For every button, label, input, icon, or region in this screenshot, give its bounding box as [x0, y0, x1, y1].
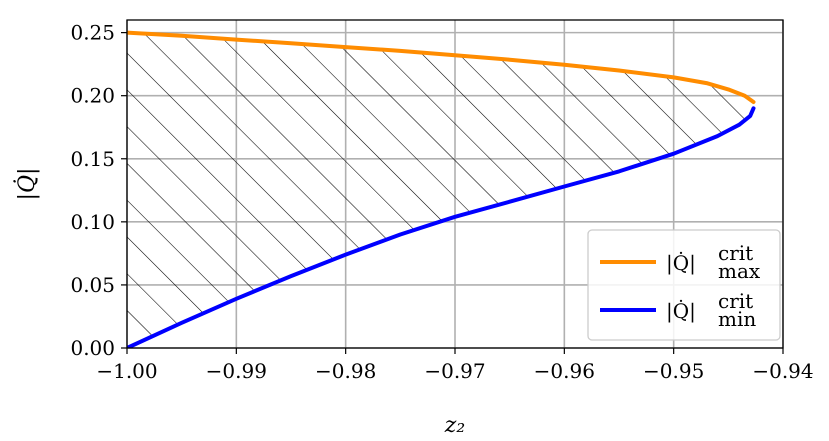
x-axis-label: z₂: [444, 413, 465, 438]
legend-label-sup-1: crit: [718, 289, 753, 313]
legend-label-0: |Q̇|: [666, 251, 696, 276]
series-lines: [127, 30, 756, 348]
y-tick-label: 0.20: [70, 84, 115, 108]
x-tick-label: −0.98: [315, 359, 376, 383]
series-line-0: [127, 30, 756, 104]
legend-label-sub-1: min: [718, 307, 756, 331]
x-tick-label: −0.95: [643, 359, 704, 383]
x-tick-label: −0.97: [424, 359, 485, 383]
x-tick-label: −0.96: [534, 359, 595, 383]
hatched-region: [127, 32, 754, 348]
series-line-1: [127, 106, 756, 348]
axis-ticks: −1.00 −0.99 −0.98 −0.97 −0.96 −0.95 −0.94 0.00 0…: [70, 21, 813, 383]
y-tick-label: 0.05: [70, 273, 115, 297]
x-tick-label: −0.94: [752, 359, 813, 383]
legend-label-sub-0: max: [718, 259, 761, 283]
y-tick-label: 0.15: [70, 147, 115, 171]
y-tick-label: 0.00: [70, 336, 115, 360]
x-tick-label: −0.99: [206, 359, 267, 383]
y-axis-label: |Q̇|: [14, 168, 40, 201]
legend-label-1: |Q̇|: [666, 299, 696, 324]
legend-label-sup-0: crit: [718, 241, 753, 265]
hatch-fill: [127, 32, 754, 348]
legend-box: [587, 229, 781, 341]
y-tick-label: 0.25: [70, 21, 115, 45]
y-tick-label: 0.10: [70, 210, 115, 234]
x-tick-label: −1.00: [96, 359, 157, 383]
